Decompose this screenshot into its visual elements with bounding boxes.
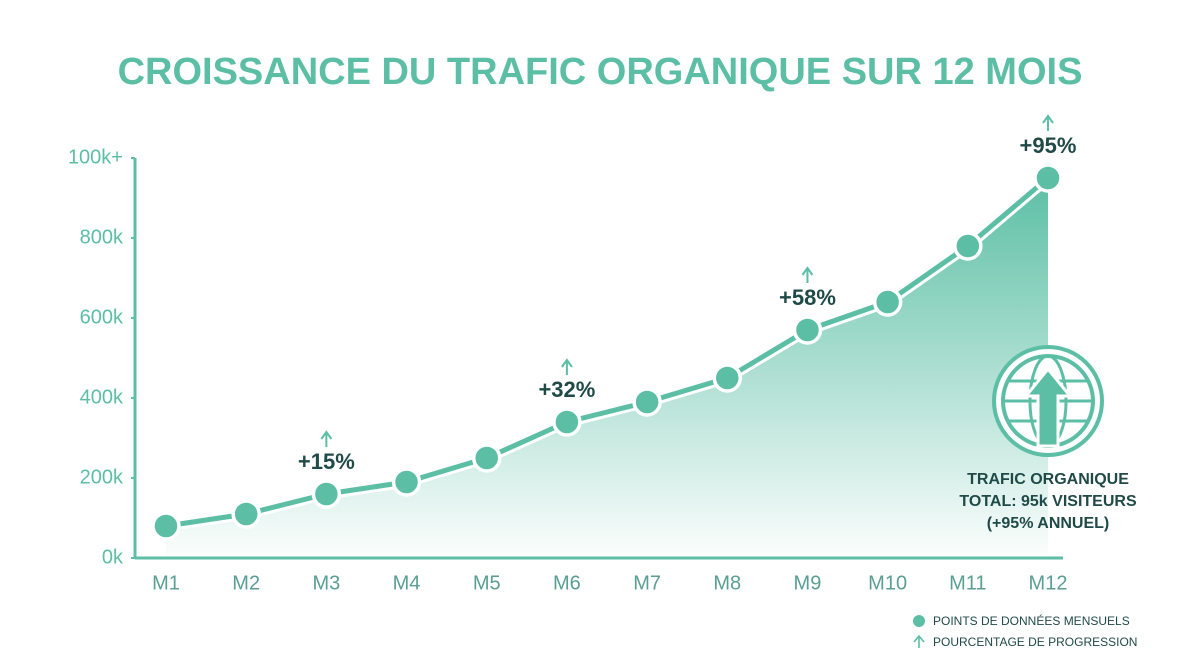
legend: POINTS DE DONNÉES MENSUELS POURCENTAGE D… <box>913 613 1137 649</box>
x-tick-label: M10 <box>868 572 907 594</box>
x-tick-label: M8 <box>713 572 741 594</box>
growth-arrow <box>320 430 333 447</box>
y-tick-label: 800k <box>80 226 124 248</box>
data-point <box>792 315 823 345</box>
x-tick-label: M3 <box>312 572 340 594</box>
y-tick-label: 0k <box>102 546 124 568</box>
data-point <box>151 511 181 541</box>
x-tick-label: M9 <box>794 572 822 594</box>
growth-label: +15% <box>298 449 355 474</box>
growth-arrow <box>801 266 814 283</box>
data-point <box>311 479 342 509</box>
legend-label: POINTS DE DONNÉES MENSUELS <box>933 613 1130 628</box>
growth-arrow <box>1042 114 1054 131</box>
data-point <box>872 287 903 317</box>
y-tick-label: 100k+ <box>68 146 123 168</box>
x-tick-label: M4 <box>393 572 421 594</box>
callout-text: (+95% ANNUEL) <box>987 515 1110 532</box>
chart-title: CROISSANCE DU TRAFIC ORGANIQUE SUR 12 MO… <box>118 51 1083 93</box>
data-point <box>552 407 582 437</box>
x-tick-label: M7 <box>633 572 661 594</box>
growth-label: +32% <box>538 377 595 402</box>
callout-text: TOTAL: 95k VISITEURS <box>959 493 1137 510</box>
y-tick-label: 600k <box>80 306 124 328</box>
growth-label: +95% <box>1020 133 1077 158</box>
x-tick-label: M11 <box>949 572 986 594</box>
data-point <box>1033 163 1063 193</box>
y-tick-label: 200k <box>80 466 124 488</box>
data-point <box>231 499 261 529</box>
globe-icon <box>992 345 1104 457</box>
growth-arrow <box>561 358 573 375</box>
growth-label: +58% <box>779 285 836 310</box>
callout-text: TRAFIC ORGANIQUE <box>967 471 1129 488</box>
data-point <box>712 363 743 393</box>
x-tick-label: M1 <box>152 572 180 594</box>
data-point <box>953 231 983 261</box>
legend-swatch <box>913 615 925 627</box>
x-tick-label: M2 <box>232 572 260 594</box>
data-point <box>391 467 422 497</box>
y-tick-label: 400k <box>80 386 124 408</box>
data-point <box>471 443 502 473</box>
x-tick-label: M5 <box>473 572 501 594</box>
legend-arrow <box>913 634 925 648</box>
x-tick-label: M6 <box>553 572 581 594</box>
x-tick-label: M12 <box>1029 572 1068 594</box>
legend-label: POURCENTAGE DE PROGRESSION <box>933 635 1137 649</box>
area <box>166 178 1048 558</box>
data-point <box>632 387 662 417</box>
